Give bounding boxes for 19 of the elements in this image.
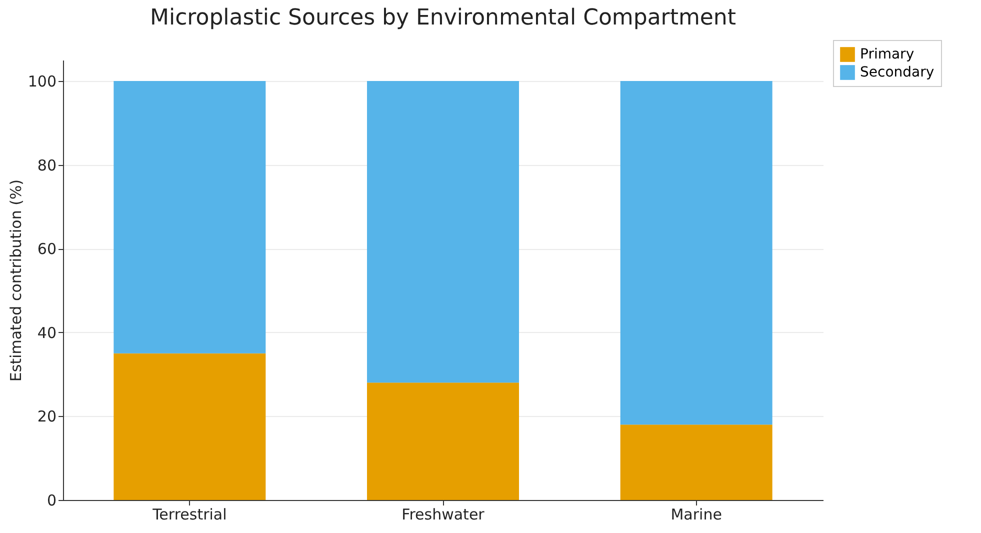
chart-title: Microplastic Sources by Environmental Compartment (150, 6, 736, 30)
legend-label: Primary (860, 46, 914, 62)
legend-label: Secondary (860, 64, 934, 80)
y-tick-label: 100 (28, 72, 56, 90)
y-tick-label: 20 (37, 408, 56, 426)
y-tick-label: 60 (37, 240, 56, 258)
y-tick-label: 80 (37, 156, 56, 174)
y-axis-title: Estimated contribution (%) (6, 179, 25, 382)
bar (367, 80, 519, 383)
bar (620, 424, 772, 500)
y-tick-label: 40 (37, 324, 56, 342)
x-tick-label: Marine (670, 506, 722, 524)
y-tick-label: 0 (46, 492, 56, 510)
bar (114, 353, 266, 500)
x-tick-label: Freshwater (402, 506, 486, 524)
bar (114, 80, 266, 354)
bar (620, 80, 772, 425)
x-tick-label: Terrestrial (152, 506, 227, 524)
bar (367, 382, 519, 500)
